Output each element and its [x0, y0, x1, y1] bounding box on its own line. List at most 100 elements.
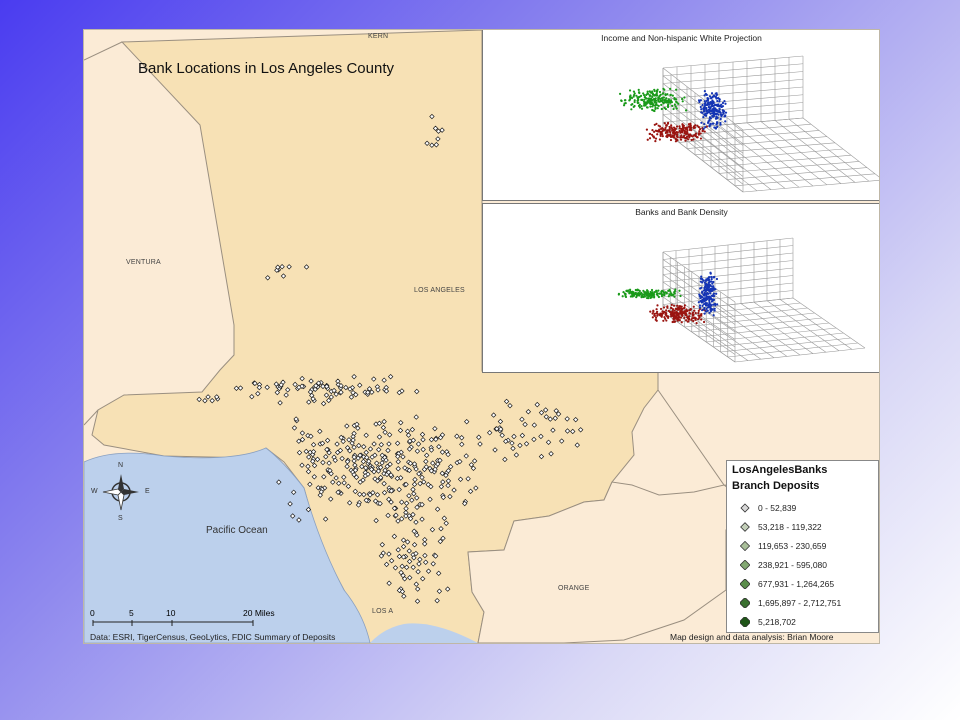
cluster-point	[640, 105, 643, 108]
cluster-point	[716, 99, 719, 103]
cluster-point	[673, 127, 677, 130]
cluster-point	[657, 289, 660, 292]
cluster-point	[669, 290, 672, 293]
bank-point	[375, 468, 382, 474]
bank-point	[338, 434, 344, 441]
cluster-point	[663, 88, 666, 91]
cluster-point	[654, 104, 657, 107]
grid-line	[779, 299, 853, 350]
cluster-point	[659, 93, 662, 96]
cluster-point	[713, 295, 716, 298]
scale-tick-20: 20 Miles	[243, 608, 275, 618]
bank-point	[345, 483, 352, 490]
bank-point	[326, 397, 332, 404]
bank-point	[399, 588, 406, 595]
cluster-point	[690, 129, 693, 132]
bank-point	[400, 543, 407, 550]
cluster-point	[698, 100, 701, 104]
cluster-point	[712, 280, 715, 284]
cluster-point	[664, 94, 667, 97]
boundary-kern-ventura	[84, 41, 123, 61]
cluster-point	[700, 309, 704, 312]
cluster-point	[711, 122, 714, 125]
cluster-point	[660, 107, 663, 111]
bank-point	[523, 441, 530, 447]
bank-point	[405, 432, 412, 438]
cluster-point	[675, 101, 678, 104]
bank-point	[320, 400, 327, 407]
bank-point	[286, 264, 292, 270]
bank-point	[552, 415, 558, 421]
bank-point	[352, 467, 359, 473]
cluster-point	[697, 318, 700, 321]
cluster-point	[695, 136, 699, 139]
bank-point	[542, 407, 549, 413]
bank-point	[412, 476, 418, 483]
county-label-los-angeles: LOS ANGELES	[414, 287, 465, 294]
bank-point	[351, 472, 357, 478]
cluster-point	[653, 295, 656, 298]
cluster-point	[702, 110, 706, 113]
bank-point	[471, 458, 478, 464]
cluster-point	[678, 289, 681, 292]
cluster-point	[668, 293, 671, 296]
cluster-point	[636, 288, 639, 291]
bank-point	[522, 421, 528, 428]
bank-point	[318, 489, 325, 495]
cluster-point	[703, 94, 706, 97]
cluster-point	[676, 139, 679, 142]
cluster-point	[714, 304, 717, 307]
cluster-point	[644, 292, 648, 295]
bank-point	[424, 140, 430, 146]
bank-point	[348, 394, 355, 400]
cluster-point	[632, 105, 635, 109]
cluster-point	[667, 100, 671, 104]
bank-point	[367, 492, 373, 498]
bank-point	[346, 500, 353, 506]
cluster-point	[653, 99, 656, 102]
cluster-point	[642, 92, 645, 95]
cluster-point	[661, 289, 664, 293]
bank-point	[400, 454, 406, 460]
cluster-point	[650, 133, 654, 136]
bank-point	[428, 468, 435, 474]
bank-point	[330, 479, 336, 485]
bank-point	[421, 479, 427, 485]
cluster-point	[699, 132, 702, 135]
grid-line	[753, 301, 827, 353]
bank-point	[477, 441, 483, 447]
cluster-point	[681, 307, 684, 310]
bank-point	[411, 542, 418, 548]
cluster-point	[666, 105, 670, 109]
cluster-point	[675, 125, 679, 128]
bank-point	[538, 409, 545, 416]
cluster-point	[648, 90, 651, 93]
cluster-point	[653, 314, 657, 318]
cluster-point	[705, 282, 708, 286]
bank-point	[440, 494, 447, 501]
bank-point	[237, 385, 244, 391]
cluster-point	[686, 131, 689, 134]
cluster-point	[657, 124, 660, 127]
bank-point	[395, 518, 401, 524]
cluster-point	[694, 312, 697, 315]
bank-point	[395, 547, 401, 553]
bank-point	[347, 448, 353, 454]
bank-point	[406, 493, 412, 499]
bank-point	[386, 580, 392, 586]
bank-point	[409, 497, 415, 503]
bank-point	[438, 526, 444, 532]
cluster-point	[704, 126, 707, 129]
cluster-point	[706, 121, 710, 124]
cluster-point	[703, 281, 706, 284]
cluster-point	[661, 310, 664, 313]
bank-point	[403, 513, 409, 519]
grid-line	[710, 154, 852, 168]
cluster-point	[724, 120, 727, 123]
bank-point	[406, 548, 412, 554]
cluster-point	[648, 94, 651, 97]
cluster-point	[692, 125, 696, 128]
cluster-point	[679, 136, 682, 139]
bank-point	[343, 384, 349, 391]
cluster-point	[661, 129, 665, 132]
